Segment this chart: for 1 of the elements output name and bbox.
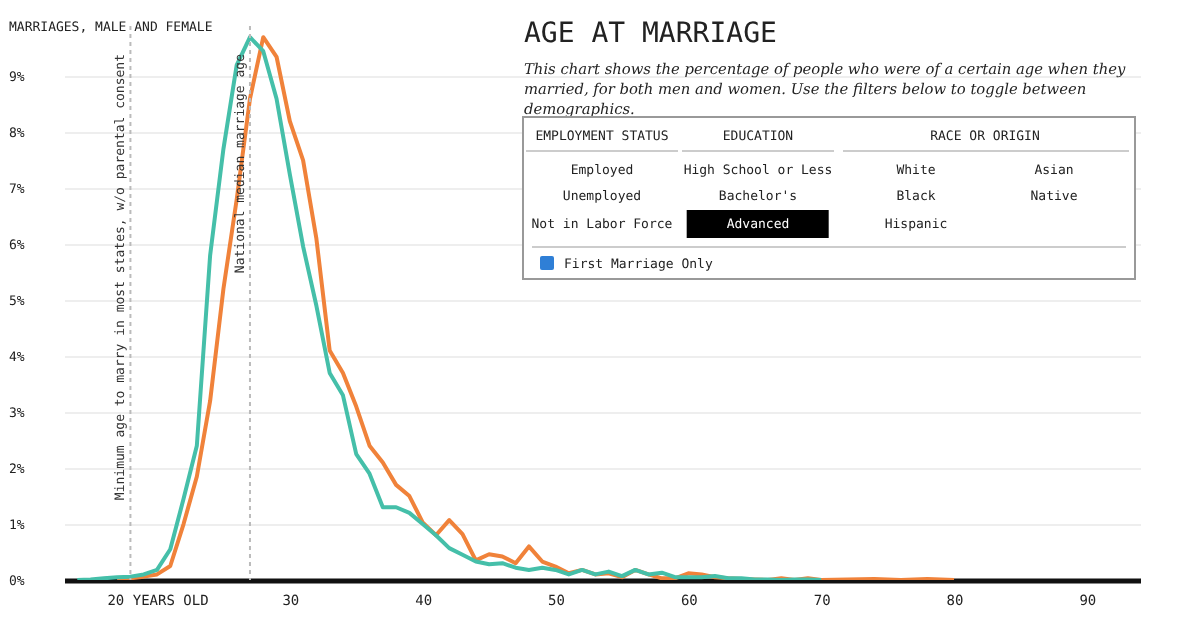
chart-title: AGE AT MARRIAGE xyxy=(524,18,777,50)
